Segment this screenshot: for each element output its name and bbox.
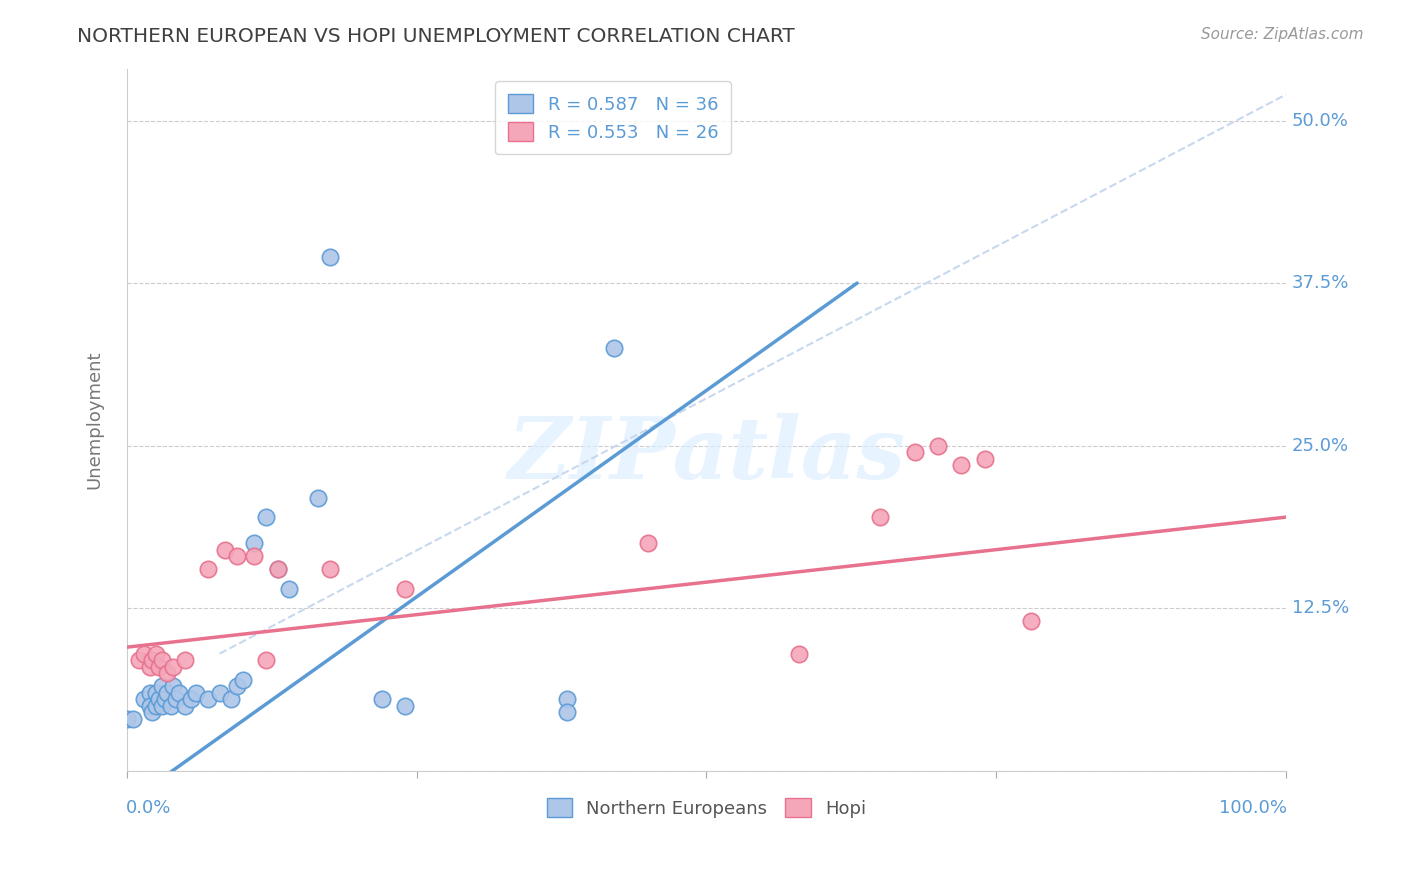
Text: 0.0%: 0.0% [125,798,172,817]
Point [150,653,173,667]
Point [150,698,173,713]
Point [160,698,183,713]
Point [214,542,236,557]
Text: ZIPatlas: ZIPatlas [508,413,905,497]
Point [226,549,249,563]
Text: 37.5%: 37.5% [1292,274,1350,292]
Point [148,659,170,673]
Point [557,692,579,706]
Point [307,491,329,505]
Point [904,445,927,459]
Point [319,562,342,576]
Point [145,686,167,700]
Point [254,653,277,667]
Legend: Northern Europeans, Hopi: Northern Europeans, Hopi [540,790,873,825]
Text: 100.0%: 100.0% [1219,798,1286,817]
Point [186,686,208,700]
Point [219,692,242,706]
Point [167,686,190,700]
Point [141,653,163,667]
Point [134,692,156,706]
Point [208,686,231,700]
Point [394,698,416,713]
Point [162,679,184,693]
Point [394,582,416,596]
Point [139,698,162,713]
Point [173,698,195,713]
Point [156,686,179,700]
Text: 50.0%: 50.0% [1292,112,1348,129]
Point [128,653,150,667]
Point [927,439,949,453]
Point [139,659,162,673]
Point [1019,614,1042,628]
Point [278,582,301,596]
Point [145,647,167,661]
Point [243,536,266,550]
Point [371,692,394,706]
Point [148,692,170,706]
Point [950,458,973,472]
Point [150,679,173,693]
Text: 25.0%: 25.0% [1292,436,1348,455]
Point [115,712,138,726]
Y-axis label: Unemployment: Unemployment [86,351,103,489]
Point [869,510,891,524]
Point [787,647,810,661]
Point [266,562,288,576]
Point [141,705,163,719]
Point [254,510,277,524]
Point [243,549,266,563]
Point [162,659,184,673]
Text: Source: ZipAtlas.com: Source: ZipAtlas.com [1201,27,1364,42]
Text: NORTHERN EUROPEAN VS HOPI UNEMPLOYMENT CORRELATION CHART: NORTHERN EUROPEAN VS HOPI UNEMPLOYMENT C… [77,27,794,45]
Point [226,679,249,693]
Point [180,692,202,706]
Point [156,666,179,681]
Point [973,451,995,466]
Point [557,705,579,719]
Point [319,250,342,264]
Point [266,562,288,576]
Point [139,686,162,700]
Point [165,692,187,706]
Point [121,712,143,726]
Point [232,673,254,687]
Point [197,562,219,576]
Point [197,692,219,706]
Point [637,536,659,550]
Point [153,692,176,706]
Point [603,341,626,355]
Text: 12.5%: 12.5% [1292,599,1348,617]
Point [173,653,195,667]
Point [134,647,156,661]
Point [145,698,167,713]
